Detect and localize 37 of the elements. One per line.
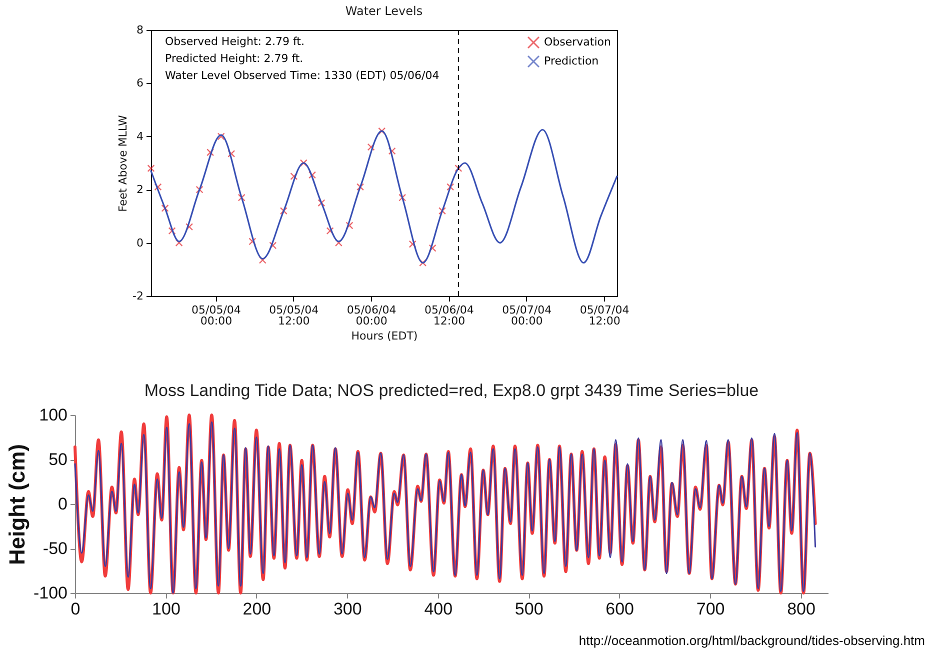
y-tick-label: -2 xyxy=(132,290,144,302)
y-tick-label: 4 xyxy=(136,130,144,143)
chart-title: Moss Landing Tide Data; NOS predicted=red, Exp8.0 grpt 3439 Time Series=blue xyxy=(144,381,759,400)
annotation: Predicted Height: 2.79 ft. xyxy=(165,52,304,65)
x-tick-label: 05/05/04 12:00 xyxy=(269,304,319,328)
x-tick-label: 600 xyxy=(606,600,634,618)
x-tick-label: 400 xyxy=(424,600,453,618)
y-tick-label: -100 xyxy=(33,584,68,602)
y-tick-label: 2 xyxy=(136,183,144,196)
x-tick-label: 500 xyxy=(514,600,544,618)
x-tick-label: 700 xyxy=(696,600,725,618)
y-tick-label: 6 xyxy=(136,76,144,90)
y-tick-label: -50 xyxy=(42,539,68,558)
chart-title: Water Levels xyxy=(345,4,423,18)
x-tick-label: 800 xyxy=(787,600,816,618)
annotation: Water Level Observed Time: 1330 (EDT) 05/06/04 xyxy=(165,69,440,82)
x-axis-title: Hours (EDT) xyxy=(351,330,418,342)
annotation: Observed Height: 2.79 ft. xyxy=(165,35,304,48)
x-tick-label: 0 xyxy=(70,600,80,618)
x-tick-label: 05/07/04 00:00 xyxy=(502,304,552,328)
y-tick-label: 0 xyxy=(58,494,68,514)
y-axis-title: Feet Above MLLW xyxy=(116,115,130,212)
x-tick-label: 100 xyxy=(152,600,180,618)
x-tick-label: 05/06/04 12:00 xyxy=(424,304,474,328)
text: http://oceanmotion.org/html/background/tides-observing.htm xyxy=(578,633,925,648)
legend-label: Prediction xyxy=(544,54,599,68)
x-tick-label: 05/06/04 00:00 xyxy=(346,304,396,328)
y-tick-label: 0 xyxy=(136,236,144,250)
x-tick-label: 300 xyxy=(333,600,362,618)
y-tick-label: 8 xyxy=(136,24,144,36)
x-tick-label: 05/05/04 00:00 xyxy=(192,304,241,328)
x-tick-label: 05/07/04 12:00 xyxy=(580,304,630,328)
y-tick-label: 50 xyxy=(48,450,68,469)
y-axis-title: Height (cm) xyxy=(4,444,30,565)
x-tick-label: 200 xyxy=(242,600,272,618)
legend-label: Observation xyxy=(544,36,612,48)
y-tick-label: 100 xyxy=(39,406,68,424)
